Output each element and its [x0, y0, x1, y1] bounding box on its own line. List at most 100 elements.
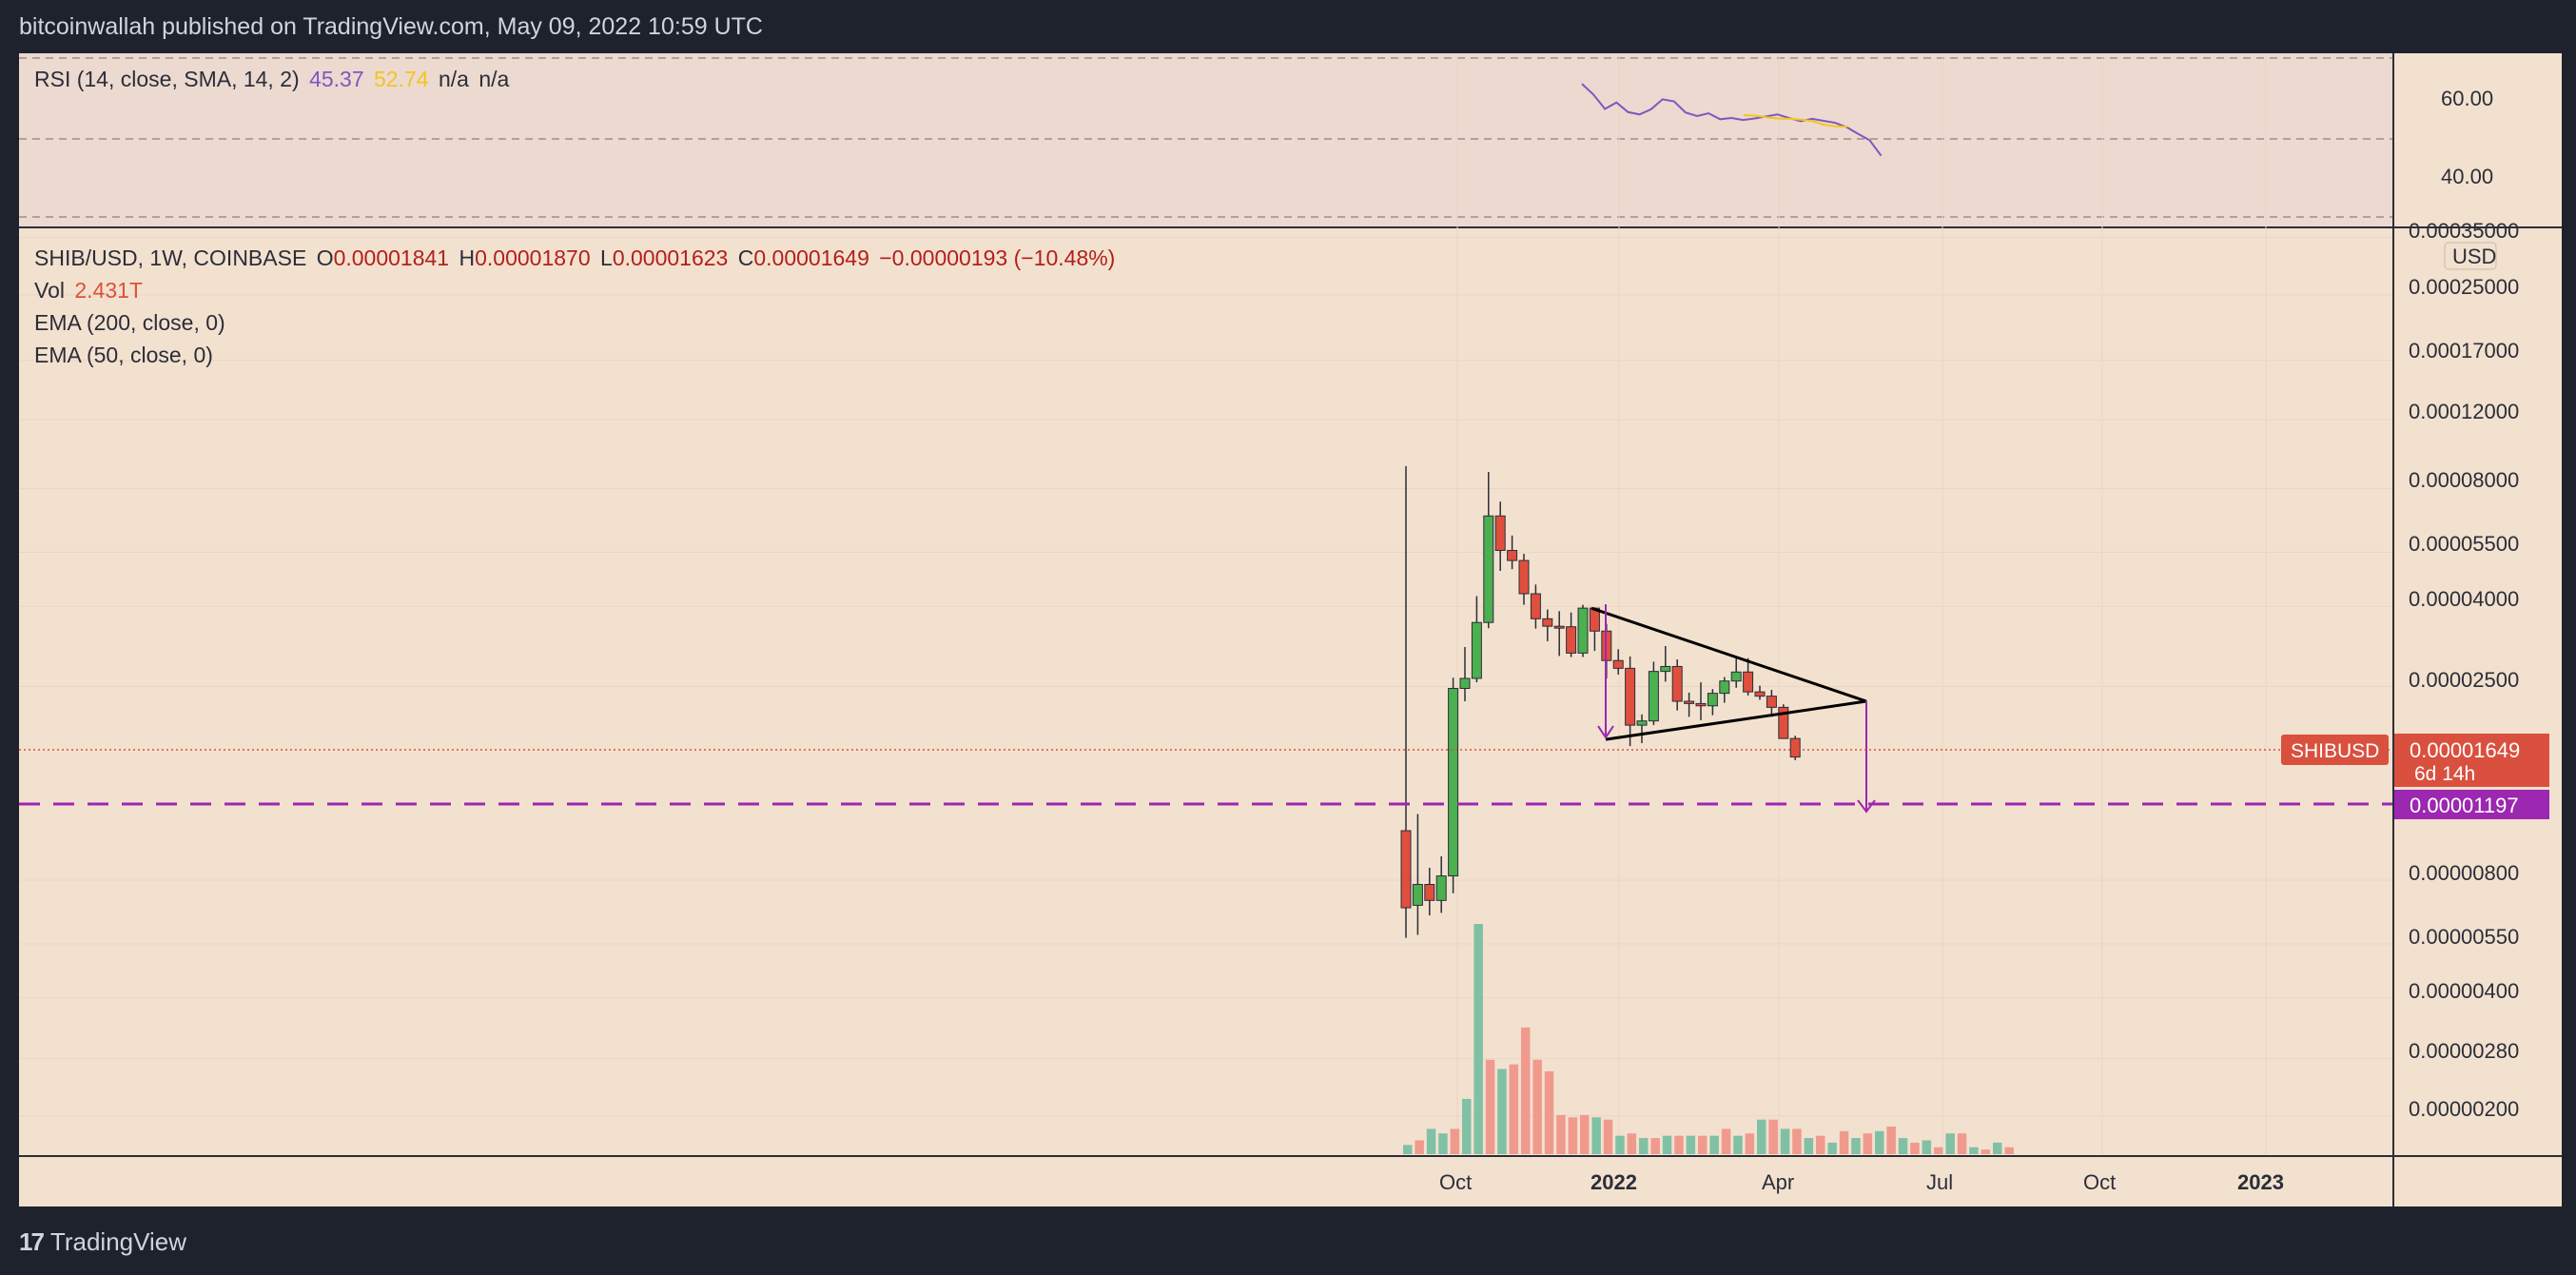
price-tag-countdown: 6d 14h	[2414, 763, 2475, 785]
high-value: 0.00001870	[475, 245, 591, 270]
target-level: 0.00001197	[19, 790, 2549, 819]
volume-bar	[1698, 1135, 1708, 1154]
candle-up	[1435, 875, 1447, 901]
volume-bar	[1544, 1070, 1554, 1154]
tradingview-brand: TradingView	[49, 1227, 186, 1256]
tradingview-logo[interactable]: 17 TradingView	[19, 1227, 186, 1257]
volume-bar	[1934, 1147, 1943, 1154]
rsi-sma-line	[1743, 114, 1847, 128]
candle-down	[1754, 691, 1766, 697]
volume-bar	[1851, 1138, 1861, 1154]
volume-bar	[1993, 1142, 2002, 1154]
price-tick: 0.00025000	[2409, 275, 2519, 299]
volume-bar	[1875, 1130, 1884, 1154]
volume-bar	[1450, 1128, 1460, 1154]
volume-bar	[1922, 1140, 1932, 1154]
rsi-pane-bg	[19, 53, 2392, 226]
volume-bar	[1910, 1142, 1920, 1154]
volume-bar	[1532, 1059, 1542, 1154]
currency-label: USD	[2452, 245, 2496, 268]
rsi-legend-na: n/a	[478, 67, 510, 91]
volume-bar	[1686, 1135, 1696, 1154]
volume-bar	[1603, 1119, 1613, 1154]
candle-down	[1494, 515, 1506, 551]
candle-up	[1648, 671, 1659, 722]
price-tick: 0.00012000	[2409, 400, 2519, 423]
volume-bar	[1403, 1145, 1413, 1154]
price-tick: 0.00017000	[2409, 339, 2519, 363]
publisher-caption: bitcoinwallah published on TradingView.c…	[19, 13, 763, 40]
volume-bar	[1969, 1147, 1979, 1154]
volume-bar	[1886, 1126, 1896, 1154]
price-tick: 0.00005500	[2409, 532, 2519, 556]
price-tick: 0.00000400	[2409, 979, 2519, 1003]
candle-down	[1625, 667, 1636, 726]
candle-up	[1707, 693, 1718, 707]
volume-legend[interactable]: Vol 2.431T	[34, 278, 146, 304]
volume-bar	[1568, 1117, 1578, 1154]
rsi-legend[interactable]: RSI (14, close, SMA, 14, 2) 45.37 52.74 …	[34, 67, 513, 92]
high-label: H	[459, 245, 476, 270]
ema200-label: EMA (200, close, 0)	[34, 310, 225, 335]
time-axis[interactable]: Oct 2022 Apr Jul Oct 2023	[1439, 1170, 2284, 1194]
rsi-legend-na: n/a	[438, 67, 469, 91]
open-label: O	[316, 245, 334, 270]
candle-up	[1459, 677, 1471, 690]
symbol-legend[interactable]: SHIB/USD, 1W, COINBASE O0.00001841 H0.00…	[34, 245, 1119, 271]
volume-bar	[1556, 1114, 1566, 1154]
candle-down	[1671, 665, 1683, 702]
rsi-legend-value: 45.37	[309, 67, 364, 91]
volume-bar	[1438, 1133, 1448, 1154]
change-value: −0.00000193 (−10.48%)	[879, 245, 1116, 270]
volume-bar	[1945, 1133, 1955, 1154]
candle-down	[1507, 549, 1518, 561]
symbol-tag: SHIBUSD	[2291, 740, 2379, 762]
candle-up	[1660, 665, 1671, 673]
rsi-legend-name: RSI (14, close, SMA, 14, 2)	[34, 67, 300, 91]
price-axis[interactable]: 0.00035000 USD 0.00025000 0.00017000 0.0…	[2409, 87, 2519, 1121]
volume-bar	[1745, 1133, 1755, 1154]
ema50-legend[interactable]: EMA (50, close, 0)	[34, 343, 217, 368]
candle-down	[1530, 593, 1541, 619]
volume-bar	[1662, 1135, 1672, 1154]
volume-bar	[1981, 1149, 1991, 1154]
candle-up	[1719, 680, 1730, 695]
time-label: Jul	[1926, 1170, 1953, 1194]
volume-bar	[1509, 1064, 1519, 1154]
volume-bar	[1816, 1135, 1825, 1154]
volume-bar	[2004, 1147, 2014, 1154]
open-value: 0.00001841	[333, 245, 450, 270]
volume-bar	[1674, 1135, 1684, 1154]
time-label: 2022	[1590, 1170, 1637, 1194]
height-arrowhead	[1597, 725, 1614, 739]
volume-bar	[1415, 1140, 1424, 1154]
candle-up	[1577, 607, 1589, 654]
time-label: Oct	[2083, 1170, 2116, 1194]
candle-up	[1483, 515, 1494, 623]
close-value: 0.00001649	[753, 245, 869, 270]
candle-down	[1566, 626, 1577, 654]
candle-up	[1730, 671, 1742, 682]
volume-bar	[1650, 1138, 1660, 1154]
triangle-upper-line	[1590, 606, 1867, 703]
candles	[1400, 465, 1801, 938]
volume-bar	[1721, 1128, 1731, 1154]
time-label: Oct	[1439, 1170, 1472, 1194]
volume-bar	[1462, 1098, 1472, 1154]
triangle-lower-line	[1605, 699, 1867, 741]
low-label: L	[600, 245, 613, 270]
candle-down	[1789, 737, 1801, 758]
target-tag-bg	[2394, 790, 2549, 819]
target-tag-value: 0.00001197	[2410, 794, 2519, 817]
volume-bar	[1426, 1128, 1436, 1154]
volume-bar	[1804, 1138, 1814, 1154]
volume-bar	[1591, 1117, 1601, 1154]
rsi-legend-sma: 52.74	[374, 67, 429, 91]
volume-bar	[1580, 1114, 1590, 1154]
candle-up	[1636, 720, 1648, 726]
price-tag-bg	[2394, 734, 2549, 787]
ema200-legend[interactable]: EMA (200, close, 0)	[34, 310, 229, 336]
candle-down	[1684, 700, 1695, 704]
ema50-label: EMA (50, close, 0)	[34, 343, 213, 367]
